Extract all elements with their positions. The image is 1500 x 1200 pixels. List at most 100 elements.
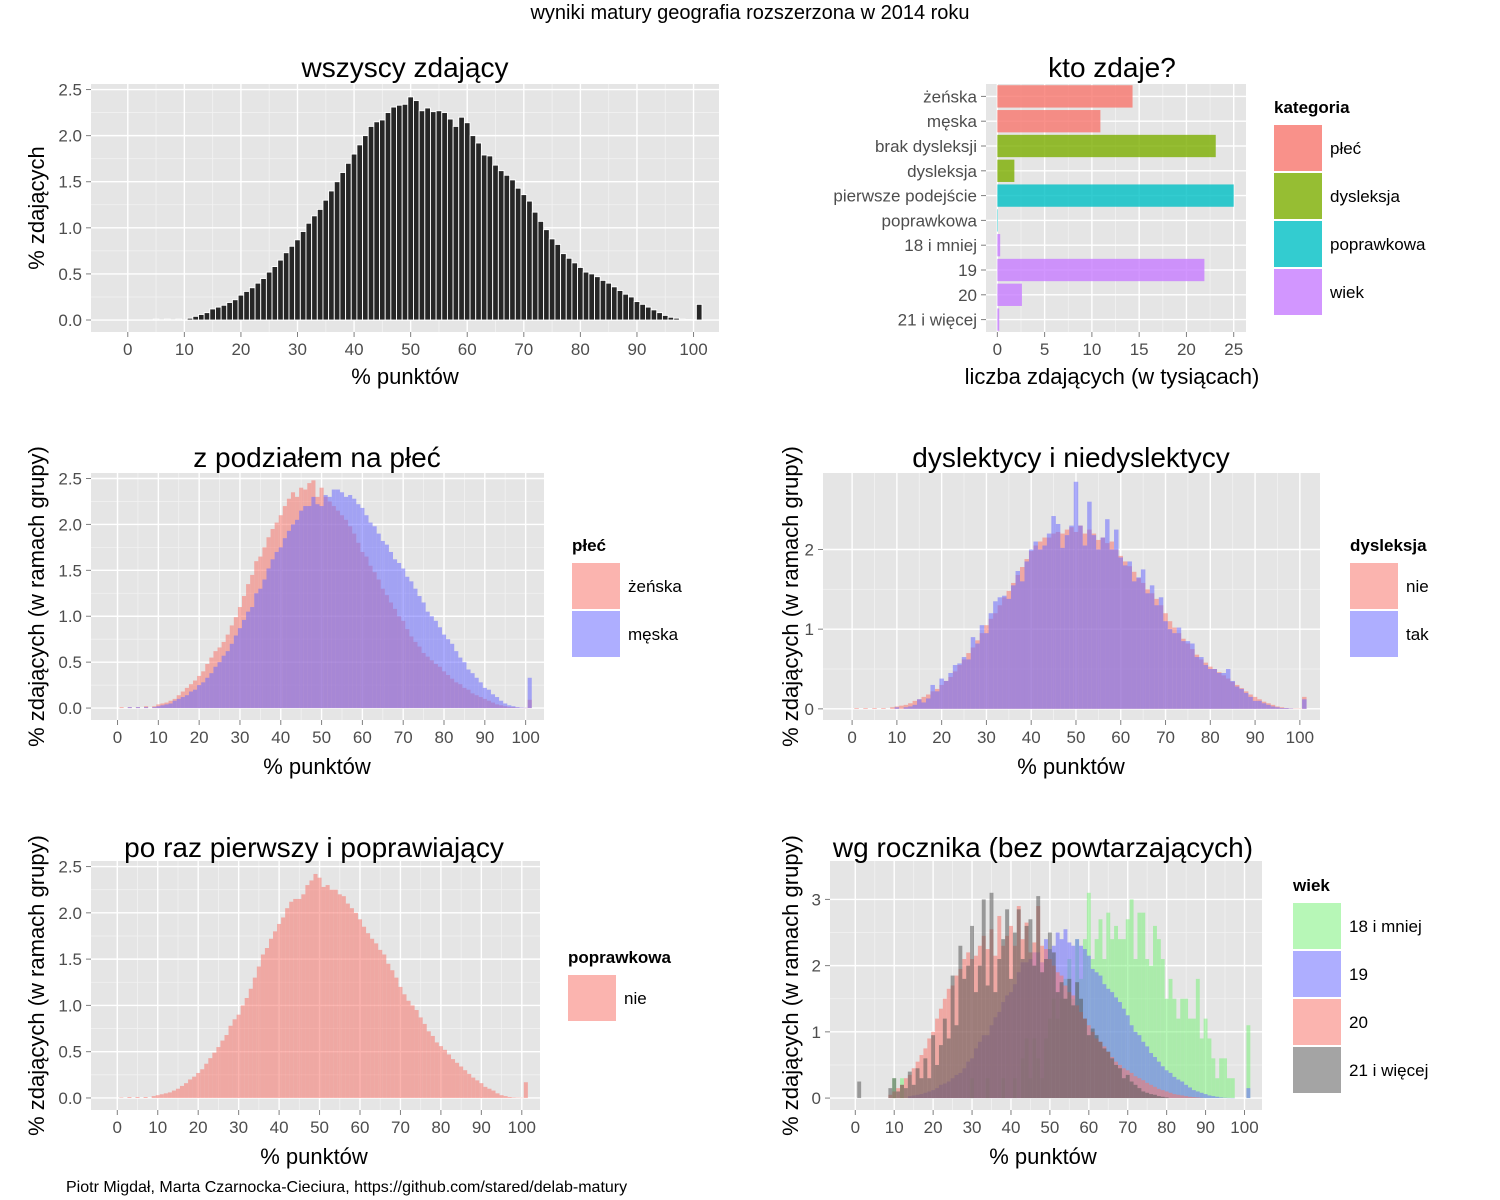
y-tick-label: 2.5 [58, 858, 82, 877]
bar [200, 1069, 205, 1098]
bar [237, 628, 242, 709]
legend-key [1350, 563, 1398, 609]
bar [1180, 998, 1185, 1099]
bar [293, 898, 298, 1098]
bar [499, 1095, 504, 1098]
legend-key [1274, 221, 1322, 267]
y-tick-label: 0 [805, 700, 814, 719]
bar [1145, 959, 1150, 1099]
bar [317, 877, 322, 1098]
y-tick-label: 19 [958, 261, 977, 280]
bar [433, 620, 438, 709]
bar [401, 103, 409, 321]
bar [1141, 1080, 1146, 1099]
bar [231, 299, 239, 321]
bar [1096, 549, 1101, 709]
y-tick-label: 0 [812, 1089, 821, 1108]
bar [1109, 549, 1115, 709]
bar [252, 977, 257, 1098]
bar [345, 162, 352, 321]
bar [1188, 1096, 1192, 1099]
bar [1275, 707, 1280, 709]
bar [492, 164, 499, 321]
bar [695, 303, 703, 321]
bar [213, 666, 218, 709]
bar [966, 659, 971, 709]
bar [1234, 686, 1240, 709]
legend-key [1274, 125, 1322, 171]
x-tick-label: 10 [148, 1118, 167, 1137]
bar [1190, 643, 1195, 709]
bar [1125, 1074, 1130, 1099]
bar [1102, 1048, 1107, 1099]
bar [1156, 1061, 1161, 1099]
bar [327, 496, 332, 709]
x-axis-label: % punktów [260, 1144, 368, 1169]
bar [1051, 952, 1056, 1099]
bar [458, 657, 463, 709]
bar [1129, 899, 1134, 1099]
bar [661, 314, 669, 321]
x-axis-label: liczba zdających (w tysiącach) [965, 364, 1260, 389]
bar [1211, 1096, 1216, 1099]
bar [366, 933, 371, 1098]
bar [1208, 669, 1213, 709]
bar [952, 665, 958, 709]
bar [344, 496, 349, 709]
bar [1164, 1070, 1169, 1099]
bar [237, 294, 245, 321]
bar [409, 581, 414, 709]
bar [1086, 1035, 1091, 1099]
bar [1055, 992, 1060, 1099]
bar [362, 926, 367, 1098]
bar [1069, 525, 1074, 709]
bar [1184, 1084, 1189, 1099]
bar [1153, 925, 1157, 1099]
x-tick-label: 60 [351, 1118, 370, 1137]
bar [277, 259, 284, 321]
bar [1194, 657, 1200, 709]
bar [1020, 581, 1025, 709]
bar [495, 1093, 500, 1098]
bar [246, 611, 251, 709]
x-tick-label: 40 [1022, 728, 1041, 747]
x-tick-label: 90 [1246, 728, 1265, 747]
x-tick-label: 0 [113, 1118, 122, 1137]
bar [220, 304, 228, 321]
bar [1266, 704, 1271, 709]
bar [997, 184, 1234, 207]
bar [1158, 597, 1164, 709]
bar [903, 707, 909, 709]
y-tick-label: 0.5 [58, 265, 82, 284]
bar [286, 530, 291, 709]
bar [923, 1058, 928, 1099]
y-tick-label: 2.0 [58, 127, 82, 146]
series-21 i więcej [857, 892, 1169, 1099]
series-męska [127, 489, 532, 709]
bar [258, 588, 263, 709]
bar [611, 286, 618, 321]
legend: płeć żeńska męska [572, 536, 682, 657]
bar [507, 705, 512, 709]
bar [907, 1071, 912, 1099]
bar [1160, 1066, 1165, 1099]
bar [503, 1096, 508, 1098]
x-tick-label: 40 [1002, 1118, 1021, 1137]
bar [1215, 1078, 1220, 1099]
bar [394, 977, 399, 1098]
bar [305, 222, 313, 321]
bar [957, 663, 962, 709]
bar [325, 885, 330, 1098]
bar [1270, 706, 1276, 709]
x-tick-label: 70 [391, 1118, 410, 1137]
legend-title: poprawkowa [568, 948, 672, 967]
bar [899, 705, 904, 709]
bar [1016, 909, 1021, 1099]
bar [281, 917, 286, 1098]
bar [378, 949, 383, 1098]
bar [260, 278, 267, 321]
bar [413, 100, 420, 321]
bar [373, 121, 380, 321]
bar [526, 200, 533, 321]
bar [282, 252, 290, 321]
